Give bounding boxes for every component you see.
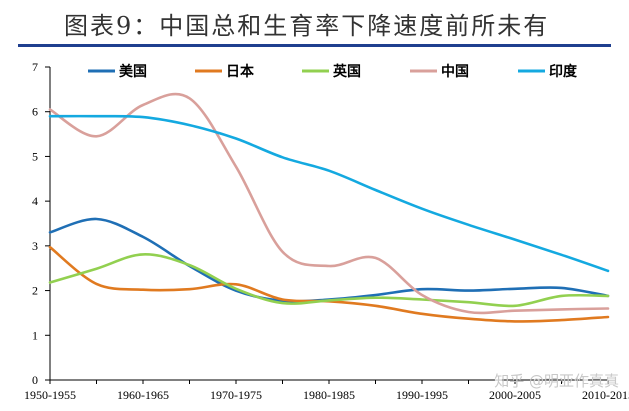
data-point	[374, 189, 376, 191]
x-tick-label: 1960-1965	[117, 388, 169, 402]
data-point	[188, 264, 190, 266]
data-point	[95, 283, 97, 285]
data-point	[142, 236, 144, 238]
data-point	[49, 246, 51, 248]
data-point	[188, 97, 190, 99]
data-point	[560, 287, 562, 289]
data-point	[281, 298, 283, 300]
data-point	[49, 115, 51, 117]
data-point	[607, 316, 609, 318]
legend-label: 美国	[119, 63, 147, 80]
data-point	[235, 288, 237, 290]
y-tick-label: 7	[32, 60, 38, 74]
data-point	[421, 294, 423, 296]
data-point	[514, 288, 516, 290]
data-point	[514, 320, 516, 322]
data-point	[607, 295, 609, 297]
data-point	[421, 298, 423, 300]
data-point	[142, 116, 144, 118]
data-point	[607, 270, 609, 272]
data-point	[235, 137, 237, 139]
data-point	[421, 208, 423, 210]
chart-title: 图表9：中国总和生育率下降速度前所未有	[64, 12, 550, 40]
data-point	[49, 231, 51, 233]
data-point	[514, 238, 516, 240]
data-point	[467, 301, 469, 303]
series-layer	[48, 92, 610, 323]
data-point	[188, 124, 190, 126]
x-tick-label: 1950-1955	[24, 388, 76, 402]
legend: 美国 日本 英国 中国 印度	[88, 63, 578, 80]
x-tick-label: 1980-1985	[303, 388, 355, 402]
data-point	[560, 254, 562, 256]
legend-label: 中国	[441, 63, 469, 80]
data-point	[374, 297, 376, 299]
data-point	[95, 267, 97, 269]
data-point	[514, 305, 516, 307]
data-point	[142, 104, 144, 106]
legend-label: 印度	[549, 63, 578, 80]
data-point	[188, 288, 190, 290]
legend-label: 日本	[226, 63, 255, 80]
series-line	[48, 114, 610, 273]
y-tick-label: 4	[32, 194, 38, 208]
data-point	[421, 288, 423, 290]
data-point	[560, 295, 562, 297]
data-point	[374, 294, 376, 296]
data-point	[514, 309, 516, 311]
y-tick-label: 0	[32, 373, 38, 387]
y-tick-label: 2	[32, 284, 38, 298]
data-point	[607, 307, 609, 309]
data-point	[235, 166, 237, 168]
data-point	[328, 299, 330, 301]
y-tick-label: 3	[32, 239, 38, 253]
data-point	[421, 313, 423, 315]
watermark: 知乎 @明亚作真真	[494, 372, 619, 390]
x-tick-label: 2010-2015	[582, 388, 629, 402]
data-point	[374, 257, 376, 259]
data-point	[374, 305, 376, 307]
data-point	[467, 224, 469, 226]
y-tick-label: 1	[32, 328, 38, 342]
data-point	[95, 135, 97, 137]
data-point	[49, 281, 51, 283]
data-point	[467, 289, 469, 291]
data-point	[328, 265, 330, 267]
data-point	[281, 302, 283, 304]
data-point	[281, 250, 283, 252]
series-line	[48, 253, 610, 308]
title-divider	[18, 44, 611, 47]
y-tick-label: 6	[32, 105, 38, 119]
x-tick-label: 1970-1975	[210, 388, 262, 402]
x-tick-label: 2000-2005	[489, 388, 541, 402]
data-point	[95, 115, 97, 117]
y-tick-label: 5	[32, 149, 38, 163]
x-tick-label: 1990-1995	[396, 388, 448, 402]
data-point	[142, 288, 144, 290]
legend-label: 英国	[332, 63, 361, 80]
data-point	[49, 108, 51, 110]
data-point	[467, 318, 469, 320]
data-point	[235, 283, 237, 285]
data-point	[281, 156, 283, 158]
data-point	[95, 218, 97, 220]
data-point	[560, 308, 562, 310]
axes: 0 1 2 3 4 5 6 7 1950-1955 1960-1965 1970-1975 1980-…	[24, 60, 629, 402]
data-point	[142, 253, 144, 255]
data-point	[467, 311, 469, 313]
data-point	[560, 319, 562, 321]
data-point	[328, 170, 330, 172]
series-line	[48, 92, 610, 315]
